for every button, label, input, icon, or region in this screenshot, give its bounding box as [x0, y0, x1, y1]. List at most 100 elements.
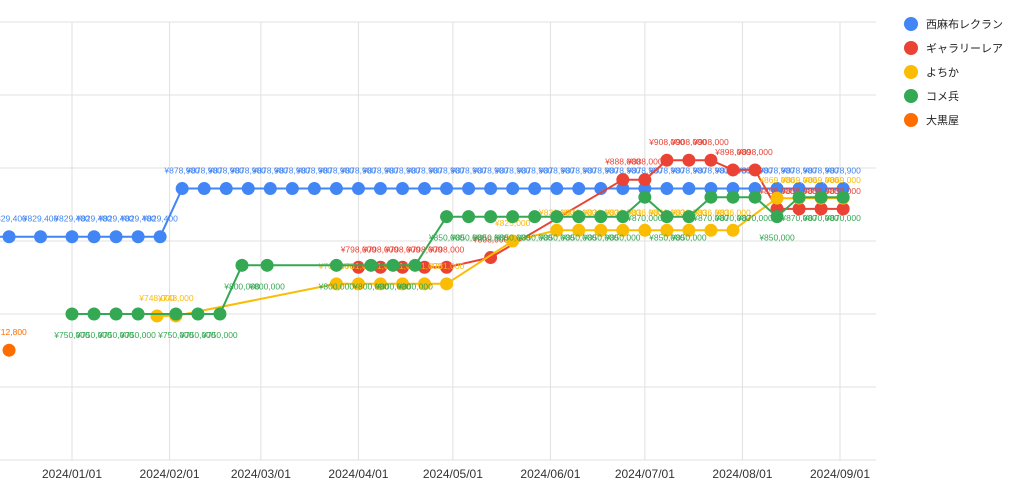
data-point — [351, 182, 365, 196]
data-point — [660, 153, 674, 167]
data-point — [528, 182, 542, 196]
data-label: ¥750,000 — [201, 330, 238, 340]
data-point — [329, 182, 343, 196]
legend-swatch — [904, 65, 918, 79]
data-label: ¥870,000 — [736, 213, 773, 223]
legend-swatch — [904, 41, 918, 55]
data-label: ¥869,000 — [780, 175, 817, 185]
legend-item-series-1[interactable]: 西麻布レクラン — [904, 12, 1003, 36]
data-label: ¥878,900 — [692, 166, 729, 176]
data-point — [395, 182, 409, 196]
legend-item-series-5[interactable]: 大黒屋 — [904, 108, 1003, 132]
data-label: ¥869,000 — [824, 175, 861, 185]
data-label: ¥829,400 — [97, 214, 134, 224]
data-point — [506, 234, 520, 248]
data-point — [792, 190, 806, 204]
data-label: ¥878,900 — [384, 166, 421, 176]
legend-label: 大黒屋 — [926, 114, 959, 127]
data-label: ¥878,900 — [648, 166, 685, 176]
data-label: ¥800,000 — [374, 281, 411, 291]
data-label: ¥878,900 — [208, 166, 245, 176]
data-label: ¥869,000 — [802, 175, 839, 185]
data-point — [351, 260, 365, 274]
legend-label: ギャラリーレア — [926, 42, 1003, 55]
data-label: ¥748,000 — [157, 293, 194, 303]
gridlines — [0, 21, 876, 461]
data-label: ¥798,000 — [384, 244, 421, 254]
legend-item-series-2[interactable]: ギャラリーレア — [904, 36, 1003, 60]
data-label: ¥888,000 — [626, 157, 663, 167]
data-label: ¥869,000 — [758, 175, 795, 185]
legend-swatch — [904, 113, 918, 127]
x-tick-label: 2024/05/01 — [423, 467, 483, 481]
series-5: ¥712,800 — [0, 327, 27, 357]
x-tick-label: 2024/07/01 — [615, 467, 675, 481]
legend-item-series-3[interactable]: よちか — [904, 60, 1003, 84]
legend-label: 西麻布レクラン — [926, 18, 1003, 31]
data-point — [329, 258, 343, 272]
data-point — [87, 307, 101, 321]
data-point — [2, 343, 16, 357]
data-point — [836, 190, 850, 204]
data-point — [373, 277, 387, 291]
data-label: ¥870,000 — [692, 213, 729, 223]
data-label: ¥850,000 — [494, 233, 531, 243]
data-label: ¥850,000 — [648, 233, 685, 243]
data-label: ¥878,900 — [472, 166, 509, 176]
data-point — [109, 307, 123, 321]
series-2: ¥798,000¥798,000¥798,000¥798,000¥798,000… — [340, 137, 861, 274]
data-point — [213, 307, 227, 321]
data-label: ¥898,000 — [714, 147, 751, 157]
data-point — [748, 190, 762, 204]
data-label: ¥750,000 — [97, 330, 134, 340]
data-point — [395, 277, 409, 291]
data-point — [594, 210, 608, 224]
data-point — [550, 182, 564, 196]
data-point — [726, 223, 740, 237]
data-label: ¥850,000 — [670, 233, 707, 243]
data-point — [197, 182, 211, 196]
data-label: ¥878,900 — [516, 166, 553, 176]
data-point — [219, 182, 233, 196]
legend-item-series-4[interactable]: コメ兵 — [904, 84, 1003, 108]
data-label: ¥750,000 — [53, 330, 90, 340]
data-point — [506, 182, 520, 196]
data-point — [150, 309, 164, 323]
data-point — [263, 182, 277, 196]
x-axis: 2024/01/01 2024/02/01 2024/03/01 2024/04/01… — [42, 467, 870, 481]
data-point — [638, 190, 652, 204]
legend-swatch — [904, 17, 918, 31]
data-point — [87, 230, 101, 244]
data-point — [550, 223, 564, 237]
data-label: ¥798,000 — [428, 244, 465, 254]
x-tick-label: 2024/08/01 — [712, 467, 772, 481]
data-label: ¥829,400 — [119, 214, 156, 224]
x-tick-label: 2024/06/01 — [520, 467, 580, 481]
data-label: ¥878,900 — [185, 166, 222, 176]
data-point — [682, 182, 696, 196]
data-point — [726, 190, 740, 204]
data-label: ¥878,900 — [802, 166, 839, 176]
data-point — [175, 182, 189, 196]
data-label: ¥800,000 — [223, 281, 260, 291]
data-label: ¥800,000 — [396, 281, 433, 291]
data-label: ¥878,900 — [626, 166, 663, 176]
data-point — [682, 223, 696, 237]
data-label: ¥888,000 — [604, 157, 641, 167]
data-point — [373, 182, 387, 196]
data-label: ¥750,000 — [179, 330, 216, 340]
series-line — [157, 197, 844, 317]
data-point — [285, 182, 299, 196]
data-label: ¥858,000 — [758, 186, 795, 196]
data-label: ¥850,000 — [758, 233, 795, 243]
data-point — [770, 191, 784, 205]
data-label: ¥836,000 — [692, 207, 729, 217]
data-label: ¥712,800 — [0, 327, 27, 337]
data-label: ¥781,000 — [428, 261, 465, 271]
series-4: ¥750,000¥750,000¥750,000¥750,000 ¥750,000… — [53, 190, 861, 340]
data-label: ¥908,000 — [670, 137, 707, 147]
legend-label: コメ兵 — [926, 90, 959, 103]
data-point — [814, 202, 828, 216]
data-point — [440, 210, 454, 224]
